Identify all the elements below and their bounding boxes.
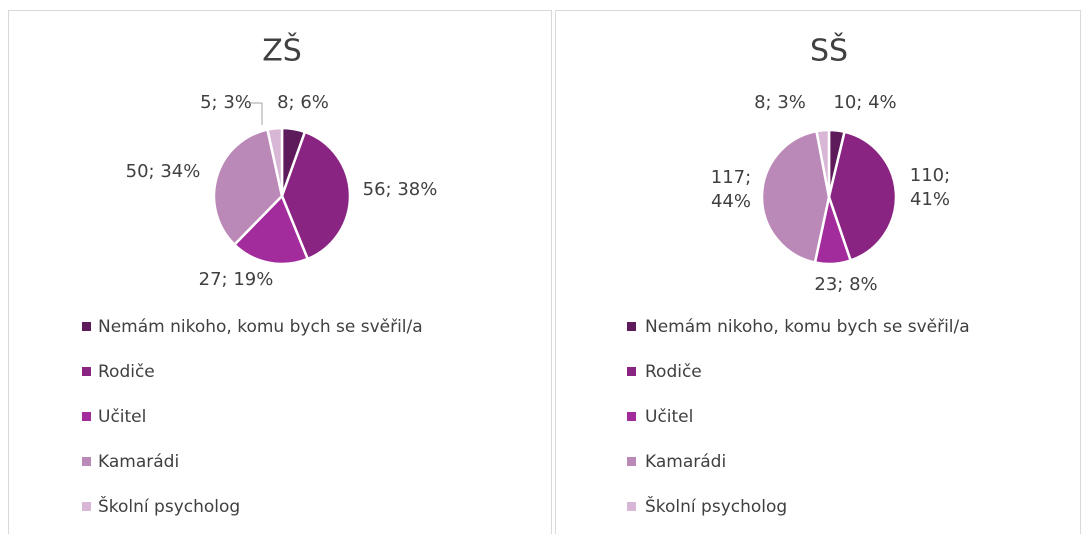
legend-swatch bbox=[82, 457, 91, 466]
legend-swatch bbox=[627, 412, 636, 421]
panel bbox=[555, 10, 1081, 534]
legend-label: Školní psycholog bbox=[645, 495, 787, 517]
data-label: 23; 8% bbox=[814, 274, 877, 295]
leader-line bbox=[250, 102, 263, 125]
legend-swatch bbox=[627, 457, 636, 466]
data-label: 10; 4% bbox=[833, 92, 896, 113]
data-label: 8; 3% bbox=[754, 92, 806, 113]
legend-label: Učitel bbox=[645, 407, 693, 427]
legend-label: Kamarádi bbox=[98, 452, 179, 472]
pie-slice bbox=[280, 130, 352, 261]
data-label: 110; 41% bbox=[910, 165, 950, 210]
pie-slice bbox=[232, 193, 310, 266]
legend-swatch bbox=[82, 367, 91, 376]
legend-label: Nemám nikoho, komu bych se svěřil/a bbox=[645, 317, 970, 337]
data-label: 27; 19% bbox=[199, 269, 274, 290]
legend-swatch bbox=[627, 322, 636, 331]
legend-swatch bbox=[82, 502, 91, 511]
pie-slice bbox=[212, 128, 284, 247]
legend-swatch bbox=[82, 412, 91, 421]
legend-label: Rodiče bbox=[645, 362, 702, 382]
data-label: 117; 44% bbox=[711, 167, 751, 212]
legend-label: Učitel bbox=[98, 407, 146, 427]
legend-swatch bbox=[627, 367, 636, 376]
data-label: 56; 38% bbox=[363, 179, 438, 200]
legend-label: Rodiče bbox=[98, 362, 155, 382]
legend-swatch bbox=[627, 502, 636, 511]
legend-label: Nemám nikoho, komu bych se svěřil/a bbox=[98, 317, 423, 337]
data-label: 50; 34% bbox=[126, 161, 201, 182]
pie-slice bbox=[827, 130, 898, 263]
legend-label: Školní psycholog bbox=[98, 495, 240, 517]
pie-slice bbox=[815, 128, 831, 198]
legend-label: Kamarádi bbox=[645, 452, 726, 472]
chart-title: SŠ bbox=[810, 32, 848, 69]
data-label: 5; 3% bbox=[200, 92, 252, 113]
chart-title: ZŠ bbox=[262, 32, 302, 69]
panel bbox=[8, 10, 552, 534]
data-label: 8; 6% bbox=[277, 92, 329, 113]
pie-slice bbox=[760, 129, 831, 264]
pie-slice bbox=[265, 126, 284, 197]
legend-swatch bbox=[82, 322, 91, 331]
